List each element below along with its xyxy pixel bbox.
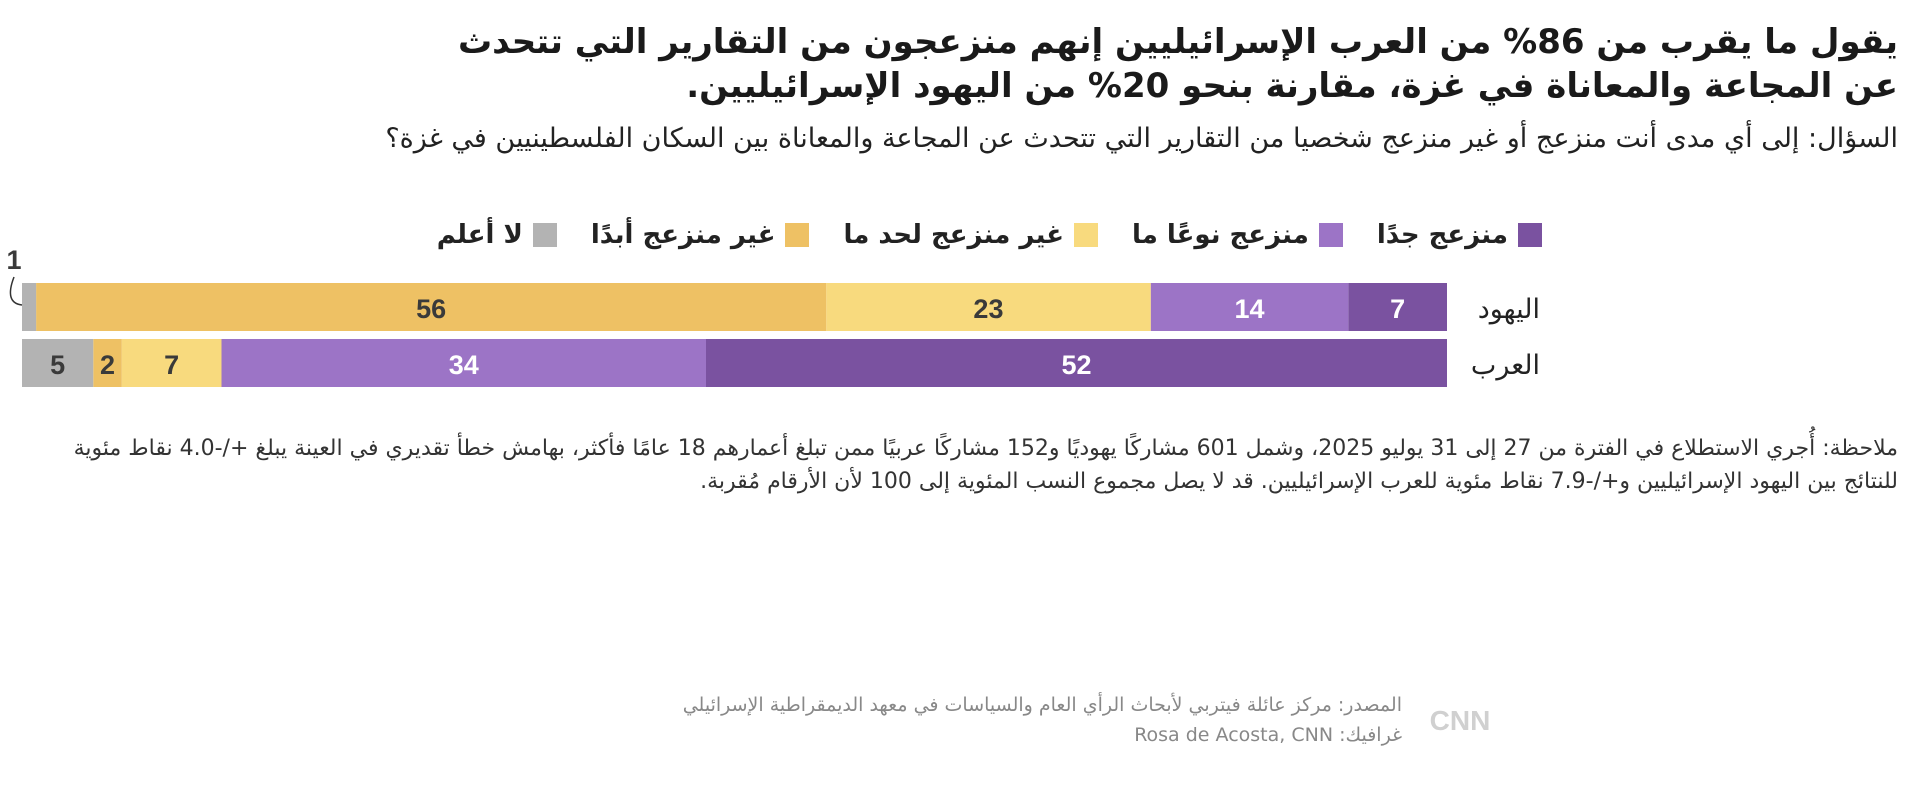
cnn-arabic-logo: CNN: [1410, 690, 1510, 750]
chart-note: ملاحظة: أُجري الاستطلاع في الفترة من 27 …: [73, 436, 1898, 494]
data-label: 56: [416, 294, 446, 324]
legend-swatch: [1073, 223, 1098, 247]
data-label: 23: [973, 294, 1003, 324]
svg-text:CNN: CNN: [1430, 705, 1491, 736]
legend-swatch: [1318, 223, 1343, 247]
legend-swatch: [1518, 223, 1542, 247]
source-line: المصدر: مركز عائلة فيتربي لأبحاث الرأي ا…: [682, 694, 1402, 716]
category-label: العرب: [1471, 350, 1540, 381]
data-label: 14: [1234, 294, 1264, 324]
legend-label: منزعج نوعًا ما: [1131, 220, 1309, 250]
bar-segment: [93, 339, 122, 387]
legend-item: غير منزعج أبدًا: [591, 220, 810, 250]
bar-segment: [22, 283, 37, 331]
chart-subtitle: السؤال: إلى أي مدى أنت منزعج أو غير منزع…: [385, 123, 1898, 154]
legend-item: منزعج جدًا: [1377, 220, 1542, 250]
bar-segment: [121, 339, 222, 387]
legend-label: غير منزعج أبدًا: [590, 220, 776, 250]
category-label: اليهود: [1478, 294, 1540, 325]
bar-segment: [22, 339, 94, 387]
bar-segment: [1150, 283, 1349, 331]
bar-segment: [826, 283, 1151, 331]
legend-item: غير منزعج لحد ما: [843, 220, 1098, 250]
bar-segment: [706, 339, 1447, 387]
label-leader-line: [9, 276, 23, 306]
bar-segment: [36, 283, 827, 331]
data-label: 52: [1061, 350, 1091, 380]
legend-swatch: [785, 223, 810, 247]
legend-item: لا أعلم: [437, 220, 557, 250]
data-label: 34: [449, 350, 479, 380]
legend-label: غير منزعج لحد ما: [843, 220, 1064, 250]
data-label: 5: [50, 350, 65, 380]
data-label: 2: [100, 350, 115, 380]
bar-segment: [221, 339, 706, 387]
data-label: 1: [6, 245, 21, 275]
chart-svg: اليهود 7 14 23 56 1 العرب 52 34 7 2 5: [6, 245, 1540, 387]
data-label: 7: [164, 350, 179, 380]
legend-label: منزعج جدًا: [1376, 220, 1508, 250]
chart-title: يقول ما يقرب من 86% من العرب الإسرائيليي…: [457, 22, 1898, 106]
legend-swatch: [532, 223, 557, 247]
source-text: المصدر: مركز عائلة فيتربي لأبحاث الرأي ا…: [683, 690, 1402, 750]
credit-line: غرافيك: Rosa de Acosta, CNN: [1134, 724, 1402, 746]
data-label: 7: [1390, 294, 1405, 324]
bar-segment: [1348, 283, 1447, 331]
legend-label: لا أعلم: [436, 220, 523, 250]
legend-item: منزعج نوعًا ما: [1132, 220, 1343, 250]
legend: منزعج جدًا منزعج نوعًا ما غير منزعج لحد ما…: [437, 220, 1542, 250]
